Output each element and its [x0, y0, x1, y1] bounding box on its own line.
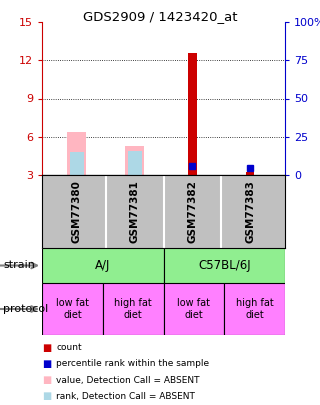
Bar	[246, 173, 254, 175]
Text: protocol: protocol	[3, 304, 48, 314]
Bar	[70, 152, 84, 175]
Text: high fat
diet: high fat diet	[114, 298, 152, 320]
Bar	[103, 283, 164, 335]
Bar	[128, 151, 141, 175]
Text: strain: strain	[3, 260, 35, 271]
Text: ■: ■	[42, 375, 51, 385]
Text: rank, Detection Call = ABSENT: rank, Detection Call = ABSENT	[56, 392, 195, 401]
Bar	[125, 146, 144, 175]
Bar	[42, 283, 103, 335]
Text: GDS2909 / 1423420_at: GDS2909 / 1423420_at	[83, 10, 237, 23]
Text: low fat
diet: low fat diet	[56, 298, 89, 320]
Bar	[164, 248, 285, 283]
Bar	[224, 283, 285, 335]
Text: low fat
diet: low fat diet	[177, 298, 210, 320]
Bar	[164, 283, 224, 335]
Text: ■: ■	[42, 359, 51, 369]
Text: count: count	[56, 343, 82, 352]
Text: percentile rank within the sample: percentile rank within the sample	[56, 360, 210, 369]
Bar	[68, 132, 86, 175]
Text: GSM77380: GSM77380	[72, 180, 82, 243]
Text: value, Detection Call = ABSENT: value, Detection Call = ABSENT	[56, 375, 200, 384]
Text: A/J: A/J	[95, 259, 110, 272]
Text: GSM77382: GSM77382	[188, 180, 197, 243]
Text: C57BL/6J: C57BL/6J	[198, 259, 251, 272]
Bar	[42, 248, 164, 283]
Text: GSM77381: GSM77381	[130, 180, 140, 243]
Text: ■: ■	[42, 343, 51, 353]
Bar	[188, 53, 196, 175]
Text: GSM77383: GSM77383	[245, 180, 255, 243]
Text: high fat
diet: high fat diet	[236, 298, 274, 320]
Text: ■: ■	[42, 391, 51, 401]
